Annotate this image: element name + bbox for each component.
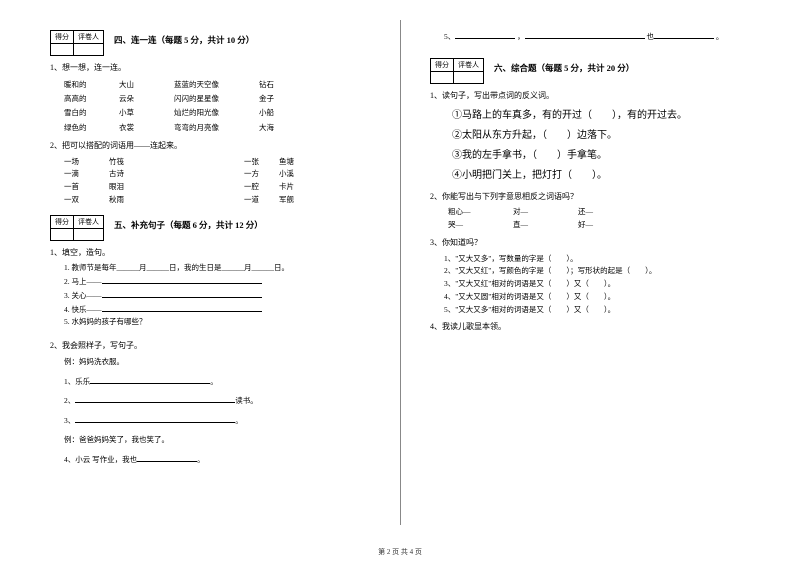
pair-row: 一场竹筏一张鱼塘: [50, 156, 370, 169]
example: 例：爸爸妈妈笑了，我也笑了。: [50, 434, 370, 447]
q6-2: 2、你能写出与下列字意思相反之词语吗？: [430, 191, 750, 204]
q5-1-item: 1. 教师节是每年______月______日，我的生日是______月____…: [50, 262, 370, 275]
left-column: 得分评卷人 四、连一连（每题 5 分，共计 10 分） 1、想一想，连一连。 暖…: [0, 0, 400, 565]
score-table: 得分评卷人: [50, 215, 104, 241]
section-4-title: 四、连一连（每题 5 分，共计 10 分）: [114, 30, 254, 46]
q5-1-item: 2. 马上——: [50, 275, 370, 289]
right-column: 5、 ， 也 。 得分评卷人 六、综合题（每题 5 分，共计 20 分） 1、读…: [400, 0, 800, 565]
q6-1: 1、读句子，写出带点词的反义词。: [430, 90, 750, 103]
blank[interactable]: [90, 375, 210, 384]
q5-1-item: 3. 关心——: [50, 289, 370, 303]
section-4-header: 得分评卷人 四、连一连（每题 5 分，共计 10 分）: [50, 30, 370, 56]
top-blank-line: 5、 ， 也 。: [430, 30, 750, 44]
q5-2: 2、我会照样子，写句子。: [50, 340, 370, 353]
blank[interactable]: [102, 289, 262, 298]
grader-label: 评卷人: [454, 58, 484, 71]
match-row: 暖和的大山蓝蓝的天空像钻石: [50, 78, 370, 92]
q6-3: 3、你知道吗？: [430, 237, 750, 250]
sentence-blank: 2、读书。: [50, 394, 370, 408]
pair-row: 一滴古诗一方小溪: [50, 168, 370, 181]
match-row: 绿色的衣裳弯弯的月亮像大海: [50, 121, 370, 135]
blank[interactable]: [525, 30, 645, 39]
section-6-header: 得分评卷人 六、综合题（每题 5 分，共计 20 分）: [430, 58, 750, 84]
score-cell[interactable]: [431, 71, 454, 83]
sentence-blank: 4、小云 写作业，我也。: [50, 453, 370, 467]
section-6-title: 六、综合题（每题 5 分，共计 20 分）: [494, 58, 634, 74]
sentence-blank: 1、乐乐。: [50, 375, 370, 389]
antonym-row: 粗心— 对— 还—: [430, 206, 750, 219]
sentence-blank: 3、。: [50, 414, 370, 428]
grader-cell[interactable]: [74, 228, 104, 240]
blank[interactable]: [137, 453, 197, 462]
know-item: 5、"又大又多"相对的词语是又（ ）又（ ）。: [430, 304, 750, 317]
pair-row: 一首眼泪一腔卡片: [50, 181, 370, 194]
blank[interactable]: [102, 303, 262, 312]
q5-1: 1、填空，造句。: [50, 247, 370, 260]
blank[interactable]: [102, 275, 262, 284]
section-5-title: 五、补充句子（每题 6 分，共计 12 分）: [114, 215, 263, 231]
score-table: 得分评卷人: [50, 30, 104, 56]
q4-2: 2、把可以搭配的词语用——连起来。: [50, 140, 370, 153]
grader-label: 评卷人: [74, 215, 104, 228]
page-footer: 第 2 页 共 4 页: [0, 547, 800, 557]
blank[interactable]: [654, 30, 714, 39]
blank[interactable]: [455, 30, 515, 39]
blank[interactable]: [75, 394, 235, 403]
pair-row: 一双秋雨一道军舰: [50, 194, 370, 207]
grader-label: 评卷人: [74, 31, 104, 44]
section-5-header: 得分评卷人 五、补充句子（每题 6 分，共计 12 分）: [50, 215, 370, 241]
know-item: 1、"又大又多"，写数量的字是（ ）。: [430, 253, 750, 266]
score-label: 得分: [51, 31, 74, 44]
know-item: 2、"又大又红"，写颜色的字是（ ）；写形状的起是（ ）。: [430, 265, 750, 278]
sentence: ③我的左手拿书，（ ）手拿笔。: [430, 146, 750, 166]
q6-4: 4、我读儿歌显本领。: [430, 321, 750, 334]
score-cell[interactable]: [51, 44, 74, 56]
antonym-row: 哭— 直— 好—: [430, 219, 750, 232]
q5-1-item: 4. 快乐——: [50, 303, 370, 317]
grader-cell[interactable]: [74, 44, 104, 56]
q4-1: 1、想一想，连一连。: [50, 62, 370, 75]
match-row: 雪白的小草灿烂的阳光像小船: [50, 106, 370, 120]
score-label: 得分: [51, 215, 74, 228]
sentence: ①马路上的车真多，有的开过（ ），有的开过去。: [430, 106, 750, 126]
score-label: 得分: [431, 58, 454, 71]
sentence: ④小明把门关上，把灯打（ ）。: [430, 166, 750, 186]
blank[interactable]: [75, 414, 235, 423]
score-table: 得分评卷人: [430, 58, 484, 84]
match-row: 高高的云朵闪闪的星星像金子: [50, 92, 370, 106]
know-item: 3、"又大又红"相对的词语是又（ ）又（ ）。: [430, 278, 750, 291]
score-cell[interactable]: [51, 228, 74, 240]
know-item: 4、"又大又圆"相对的词语是又（ ）又（ ）。: [430, 291, 750, 304]
example: 例：妈妈洗衣服。: [50, 356, 370, 369]
sentence: ②太阳从东方升起，（ ）边落下。: [430, 126, 750, 146]
grader-cell[interactable]: [454, 71, 484, 83]
q5-1-item: 5. 水妈妈的孩子有哪些？: [50, 316, 370, 329]
